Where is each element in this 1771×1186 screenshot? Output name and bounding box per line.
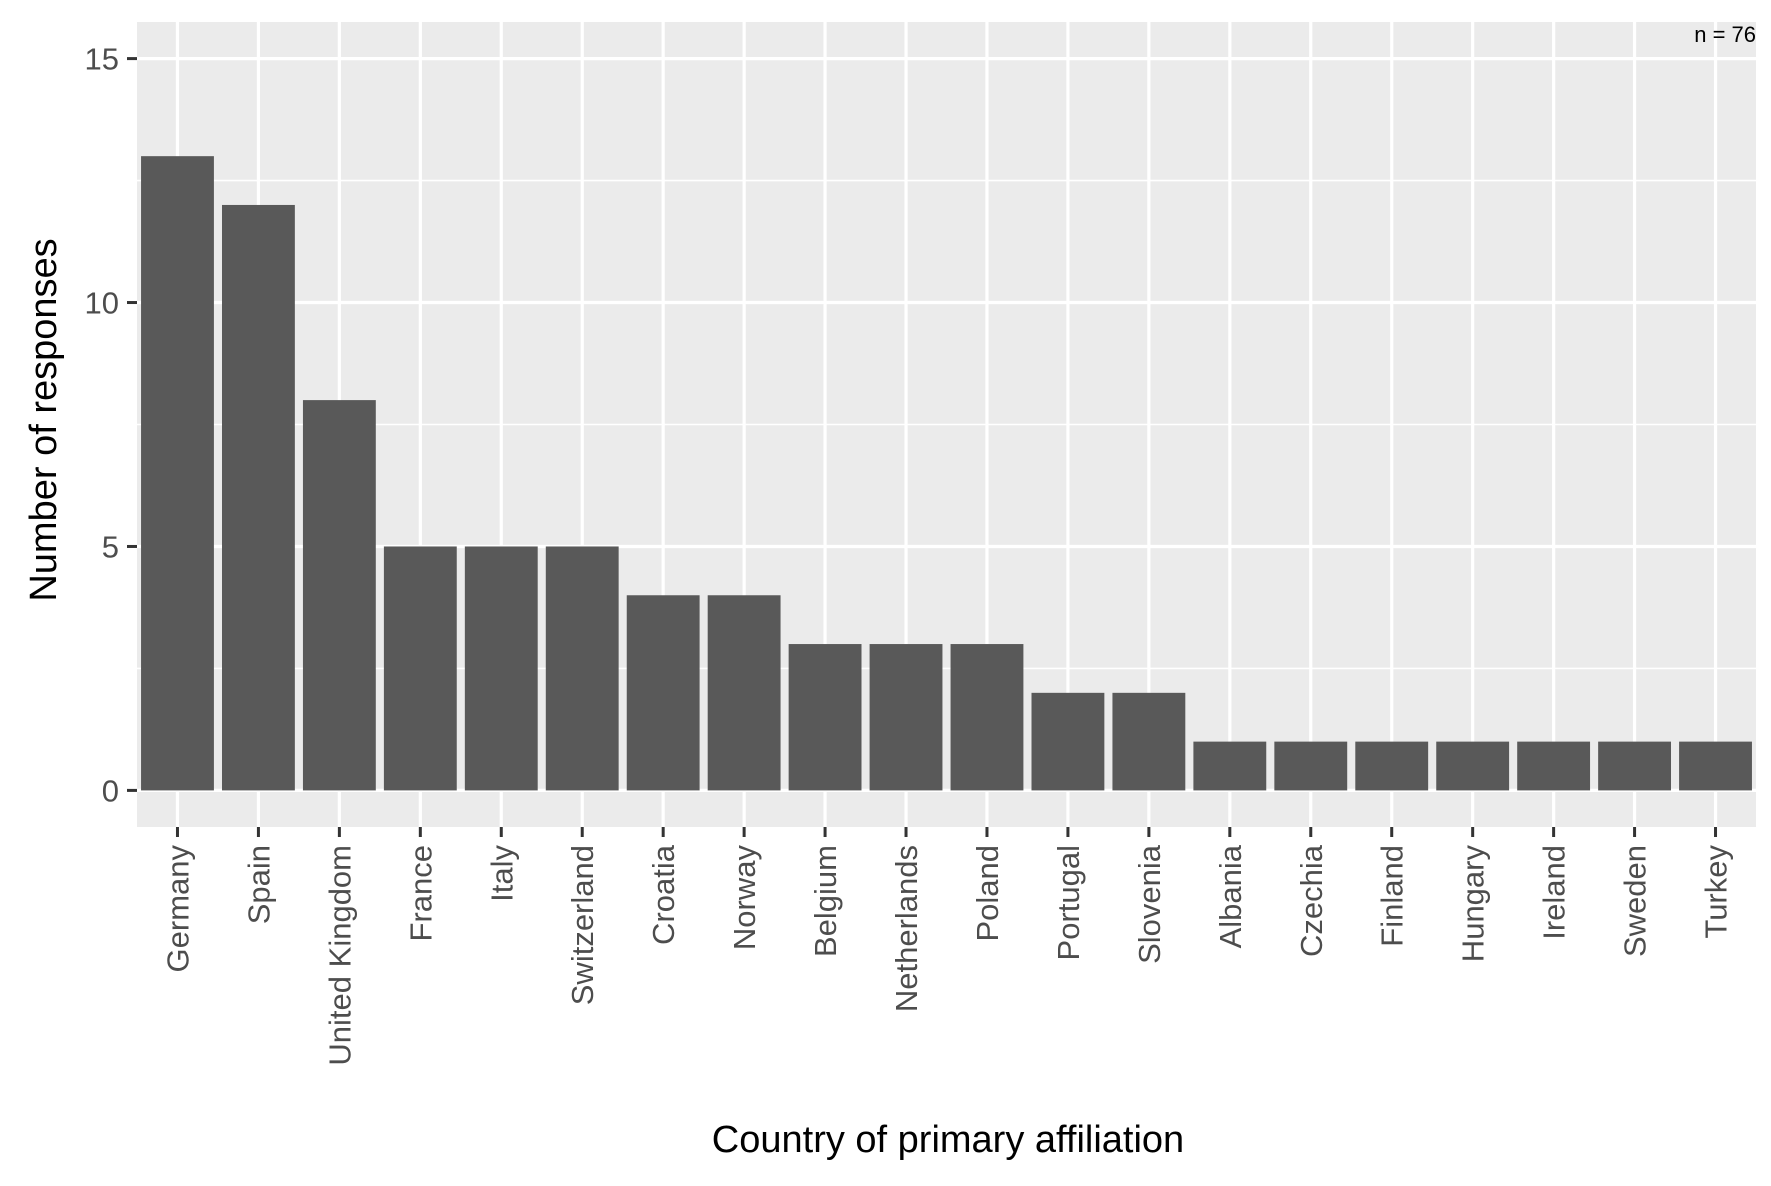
- bar-italy: [464, 546, 538, 791]
- bar-switzerland: [545, 546, 619, 791]
- x-tick-label: Belgium: [808, 845, 843, 957]
- y-tick-label: 15: [85, 42, 119, 77]
- bar-france: [383, 546, 457, 791]
- x-tick-label: Turkey: [1699, 845, 1734, 939]
- bar-hungary: [1436, 741, 1510, 791]
- sample-size-annotation: n = 76: [1694, 22, 1756, 47]
- x-tick-label: Portugal: [1051, 845, 1086, 960]
- x-tick-label: United Kingdom: [322, 845, 357, 1066]
- x-tick-label: Norway: [727, 845, 762, 951]
- bar-ireland: [1517, 741, 1591, 791]
- x-tick-label: Slovenia: [1132, 844, 1167, 964]
- x-tick-label: Germany: [160, 845, 195, 973]
- bar-albania: [1193, 741, 1267, 791]
- bar-poland: [950, 644, 1024, 791]
- bar-slovenia: [1112, 692, 1186, 791]
- bar-spain: [221, 204, 295, 791]
- y-tick-label: 0: [102, 773, 119, 808]
- bar-united-kingdom: [302, 400, 376, 791]
- bar-netherlands: [869, 644, 943, 791]
- x-tick-label: Czechia: [1294, 844, 1329, 957]
- x-axis-title: Country of primary affiliation: [712, 1119, 1184, 1161]
- bar-croatia: [626, 595, 700, 791]
- x-tick-label: Hungary: [1456, 845, 1491, 963]
- bar-turkey: [1679, 741, 1752, 791]
- bar-portugal: [1031, 692, 1105, 791]
- x-tick-label: Spain: [241, 845, 276, 924]
- x-tick-label: Poland: [970, 845, 1005, 942]
- bar-finland: [1355, 741, 1429, 791]
- x-tick-label: Albania: [1213, 844, 1248, 948]
- x-tick-label: France: [403, 845, 438, 941]
- x-axis: Germany Spain United Kingdom France Italy Swi…: [160, 827, 1734, 1066]
- bars: [141, 156, 1752, 791]
- x-tick-label: Switzerland: [565, 845, 600, 1005]
- y-tick-label: 5: [102, 529, 119, 564]
- bar-belgium: [788, 644, 862, 791]
- x-tick-label: Finland: [1375, 845, 1410, 947]
- y-tick-label: 10: [85, 286, 119, 321]
- y-axis-title: Number of responses: [23, 238, 65, 601]
- bar-czechia: [1274, 741, 1348, 791]
- bar-sweden: [1598, 741, 1672, 791]
- x-tick-label: Sweden: [1618, 845, 1653, 957]
- y-axis: 0 5 10 15: [85, 42, 137, 808]
- bar-germany: [141, 156, 214, 791]
- bar-norway: [707, 595, 781, 791]
- x-tick-label: Italy: [484, 845, 519, 902]
- x-tick-label: Ireland: [1537, 845, 1572, 940]
- x-tick-label: Netherlands: [889, 845, 924, 1012]
- x-tick-label: Croatia: [646, 844, 681, 945]
